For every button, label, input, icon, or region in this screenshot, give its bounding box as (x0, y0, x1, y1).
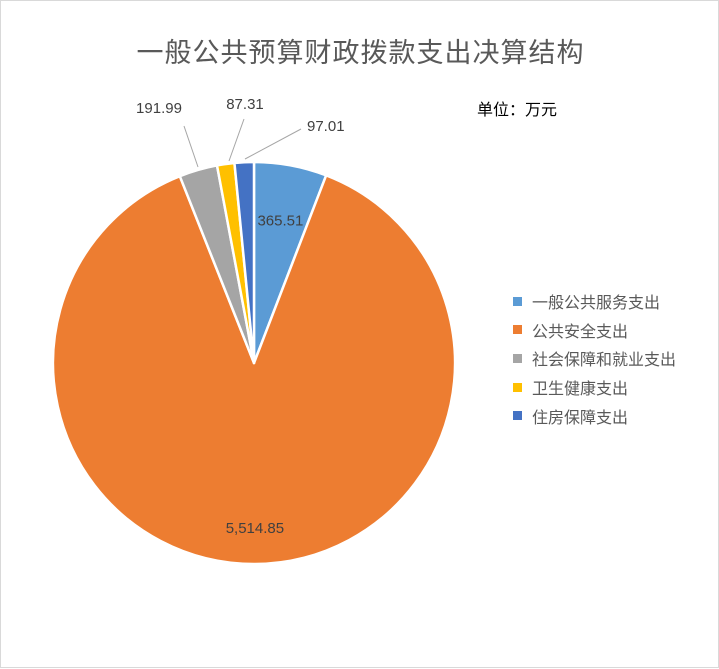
legend-item-2: 公共安全支出 (513, 316, 676, 345)
legend-item-5: 住房保障支出 (513, 401, 676, 430)
legend-swatch-1 (513, 296, 522, 306)
legend-swatch-4 (513, 382, 522, 392)
legend-swatch-5 (513, 411, 522, 421)
legend-item-1: 一般公共服务支出 (513, 287, 676, 316)
pie-slices (51, 160, 457, 566)
unit-note: 单位：万元 (477, 100, 558, 119)
legend-label-4: 卫生健康支出 (532, 379, 629, 399)
legend-label-3: 社会保障和就业支出 (532, 350, 677, 370)
leader-lines (183, 118, 302, 168)
legend-swatch-2 (513, 325, 522, 335)
data-label-4: 87.31 (226, 96, 264, 113)
data-label-2: 5,514.85 (226, 520, 284, 537)
leader-line-3 (183, 125, 199, 168)
leader-line-4 (228, 118, 245, 162)
legend: 一般公共服务支出 公共安全支出社会保障和就业支出 卫生健康支出 住房保障支出 (513, 287, 676, 430)
chart-title: 一般公共预算财政拨款支出决算结构 (136, 38, 585, 69)
legend-item-3: 社会保障和就业支出 (513, 344, 676, 373)
legend-item-4: 卫生健康支出 (513, 373, 676, 402)
data-labels: 365.51 5,514.85 191.99 87.31 97.01 (136, 96, 344, 537)
legend-label-2: 公共安全支出 (532, 321, 629, 341)
data-label-1: 365.51 (257, 213, 303, 230)
leader-line-5 (244, 128, 302, 160)
legend-swatch-3 (513, 353, 522, 363)
data-label-5: 97.01 (307, 118, 345, 135)
pie-slice-2 (51, 174, 457, 566)
data-label-3: 191.99 (136, 100, 182, 117)
legend-label-5: 住房保障支出 (532, 407, 629, 427)
pie-slice-5 (233, 160, 256, 365)
legend-label-1: 一般公共服务支出 (532, 293, 661, 313)
